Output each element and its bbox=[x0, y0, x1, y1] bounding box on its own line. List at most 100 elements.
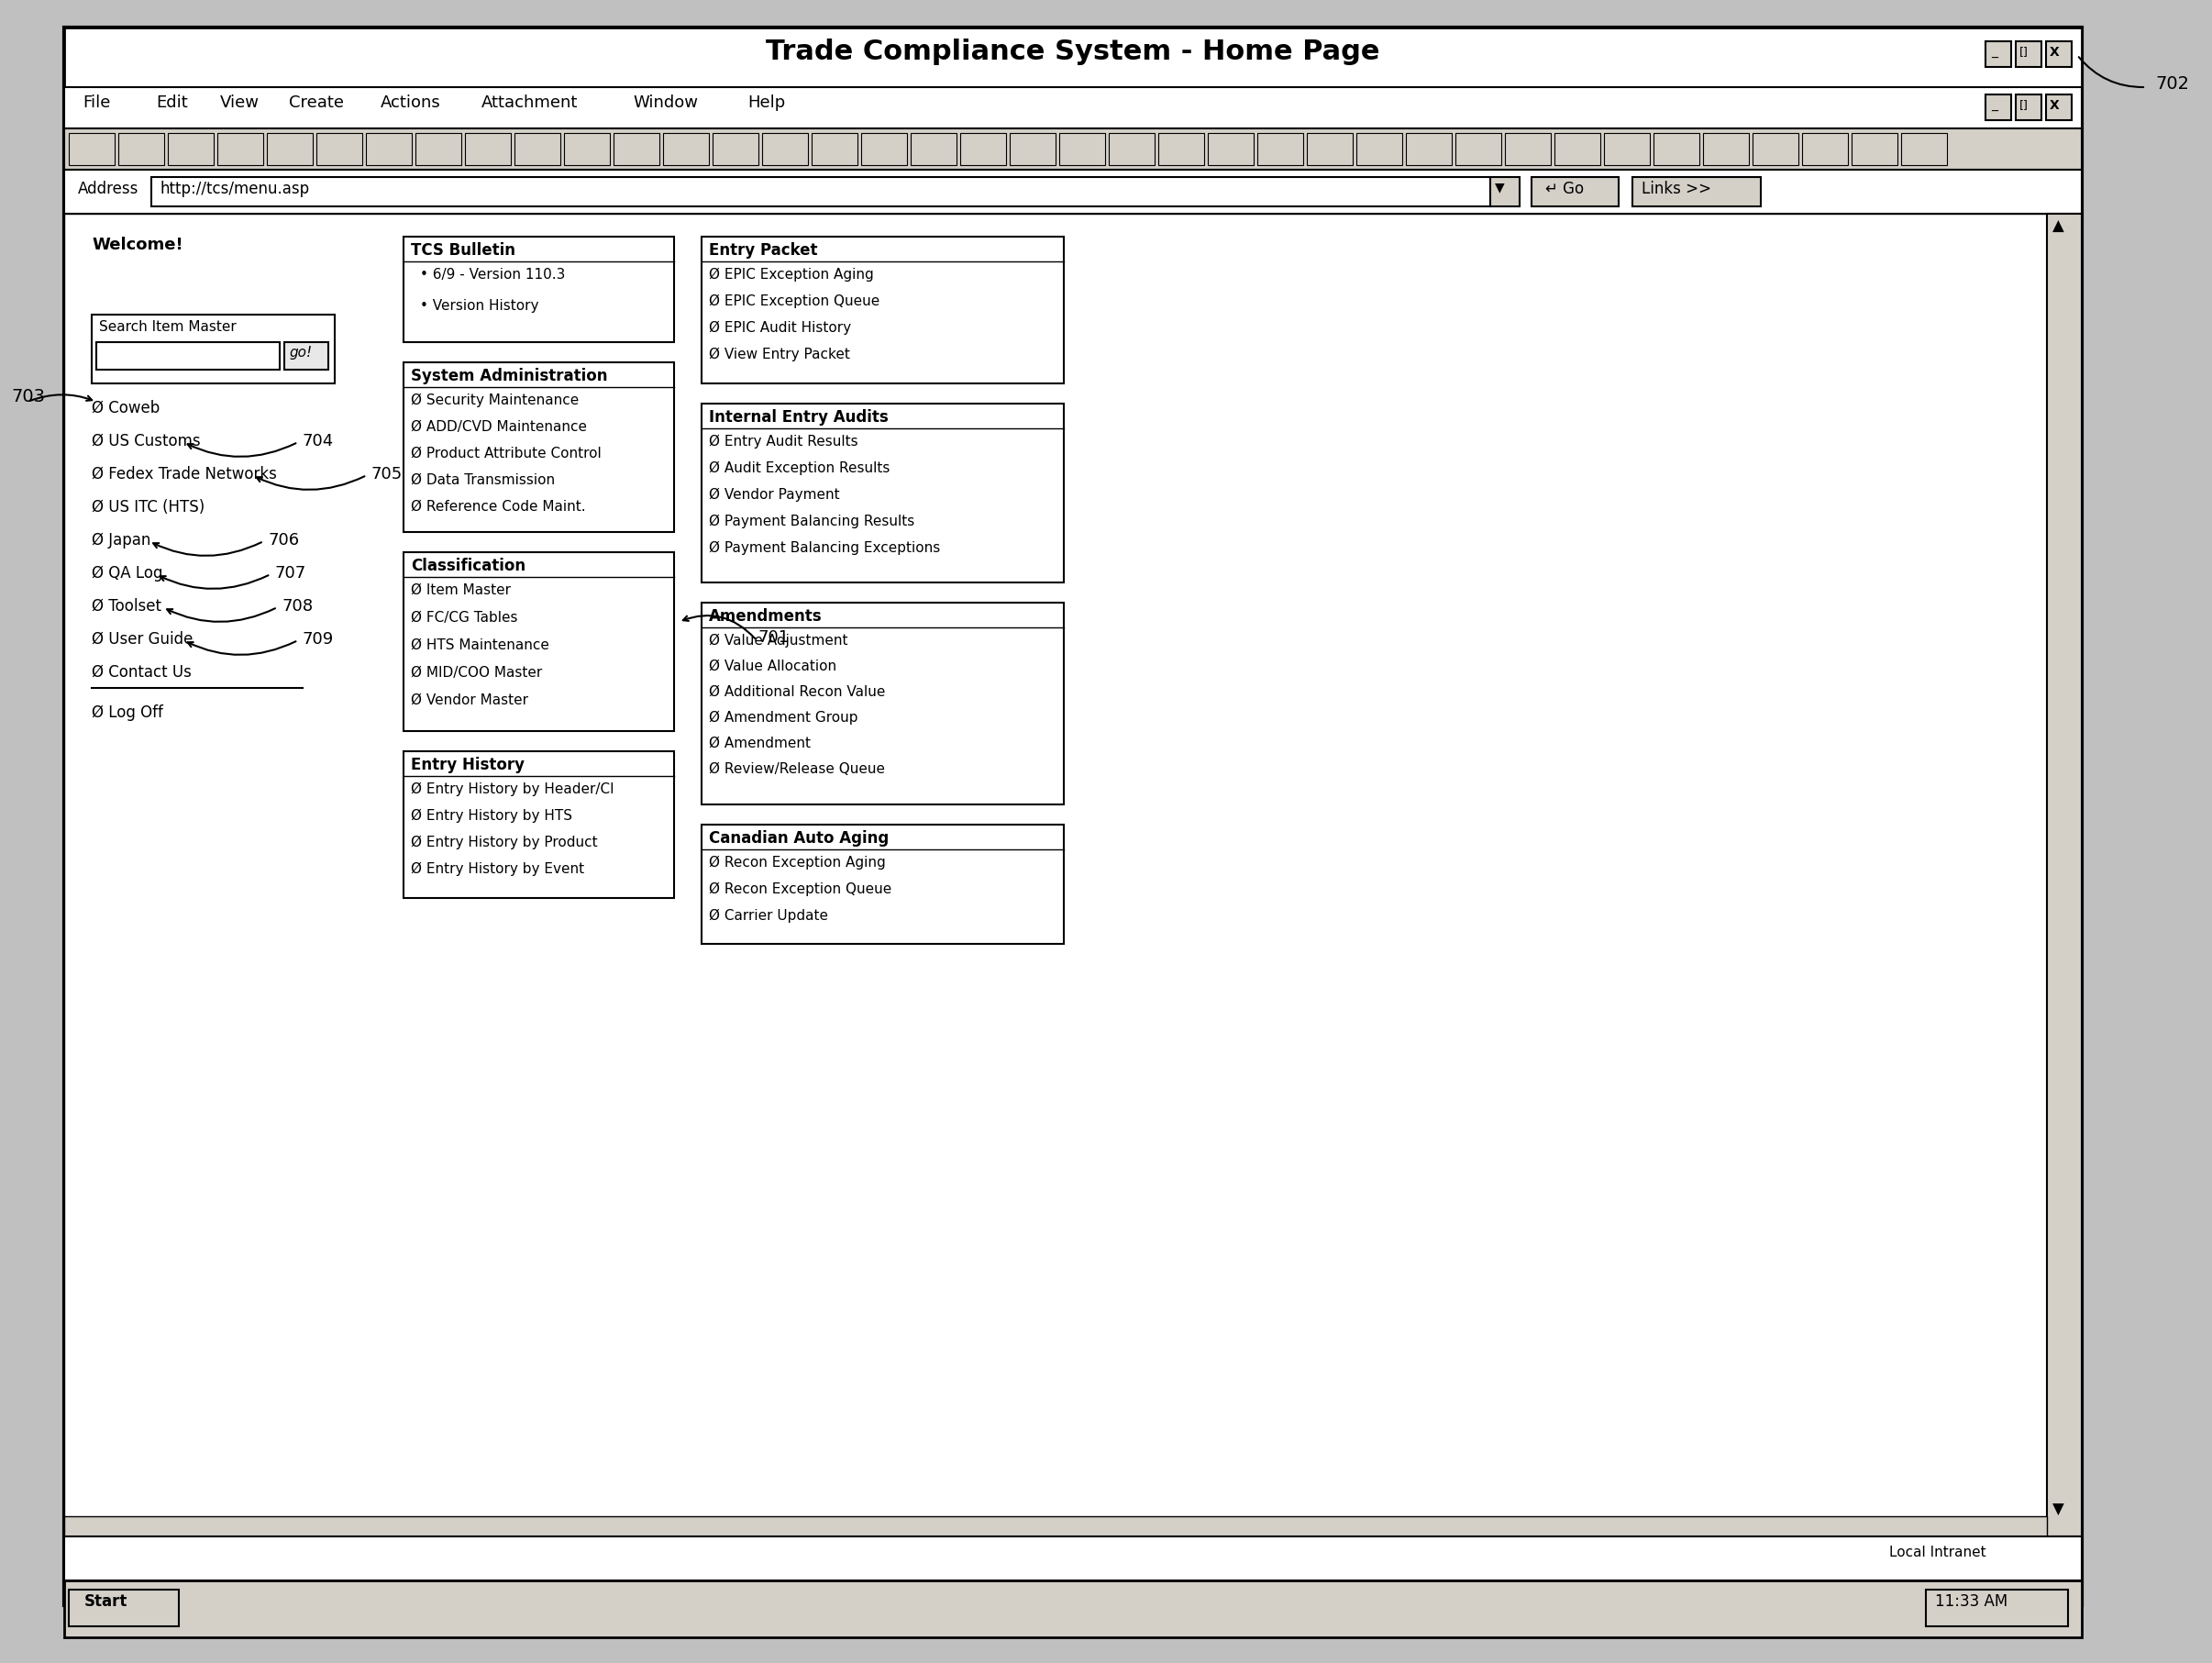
Text: 704: 704 bbox=[303, 432, 334, 449]
Text: Canadian Auto Aging: Canadian Auto Aging bbox=[708, 830, 889, 846]
Text: Ø Coweb: Ø Coweb bbox=[91, 399, 159, 416]
Bar bbox=[2046, 215, 2081, 1537]
Bar bbox=[812, 133, 858, 165]
Text: Ø Japan: Ø Japan bbox=[91, 532, 150, 549]
Text: []: [] bbox=[2020, 100, 2028, 111]
Text: Amendments: Amendments bbox=[708, 609, 823, 625]
Bar bbox=[911, 133, 956, 165]
Text: Ø US ITC (HTS): Ø US ITC (HTS) bbox=[91, 499, 206, 516]
Text: Help: Help bbox=[748, 95, 785, 111]
Text: _: _ bbox=[1991, 47, 1997, 58]
Text: Links >>: Links >> bbox=[1641, 181, 1712, 198]
Bar bbox=[64, 170, 2081, 215]
Bar bbox=[1604, 133, 1650, 165]
Bar bbox=[217, 133, 263, 165]
Text: Ø Reference Code Maint.: Ø Reference Code Maint. bbox=[411, 501, 586, 514]
Text: Entry History: Entry History bbox=[411, 757, 524, 773]
Text: go!: go! bbox=[290, 346, 312, 359]
Bar bbox=[1555, 133, 1599, 165]
Bar bbox=[613, 133, 659, 165]
Text: X: X bbox=[2051, 100, 2059, 111]
Text: Ø Payment Balancing Results: Ø Payment Balancing Results bbox=[708, 514, 914, 529]
Text: Ø EPIC Exception Aging: Ø EPIC Exception Aging bbox=[708, 268, 874, 281]
Text: Ø Vendor Payment: Ø Vendor Payment bbox=[708, 487, 841, 502]
Bar bbox=[1632, 176, 1761, 206]
Bar bbox=[712, 133, 759, 165]
Text: Create: Create bbox=[290, 95, 343, 111]
Bar bbox=[1531, 176, 1619, 206]
Bar bbox=[416, 133, 462, 165]
Bar bbox=[150, 176, 1491, 206]
Text: Trade Compliance System - Home Page: Trade Compliance System - Home Page bbox=[765, 38, 1380, 65]
Text: []: [] bbox=[2020, 47, 2028, 58]
Bar bbox=[2015, 95, 2042, 120]
Text: 708: 708 bbox=[281, 599, 314, 615]
Text: Ø Amendment: Ø Amendment bbox=[708, 737, 812, 750]
Text: Ø Entry History by HTS: Ø Entry History by HTS bbox=[411, 808, 573, 823]
Bar bbox=[1803, 133, 1847, 165]
Text: Ø MID/COO Master: Ø MID/COO Master bbox=[411, 665, 542, 680]
Text: • Version History: • Version History bbox=[420, 299, 540, 313]
Text: View: View bbox=[221, 95, 259, 111]
Bar bbox=[316, 133, 363, 165]
Text: Start: Start bbox=[84, 1593, 128, 1610]
Bar bbox=[403, 236, 675, 343]
Text: Attachment: Attachment bbox=[482, 95, 577, 111]
Bar bbox=[1407, 133, 1451, 165]
Bar bbox=[1504, 133, 1551, 165]
Bar bbox=[64, 128, 2081, 170]
Bar bbox=[1900, 133, 1947, 165]
Text: ▼: ▼ bbox=[1495, 181, 1504, 193]
Text: Ø Additional Recon Value: Ø Additional Recon Value bbox=[708, 685, 885, 698]
Bar bbox=[2046, 42, 2073, 67]
Bar bbox=[1356, 133, 1402, 165]
Text: Edit: Edit bbox=[155, 95, 188, 111]
Text: Ø Security Maintenance: Ø Security Maintenance bbox=[411, 394, 580, 407]
Bar bbox=[285, 343, 327, 369]
Text: http://tcs/menu.asp: http://tcs/menu.asp bbox=[161, 181, 310, 198]
Bar bbox=[1108, 133, 1155, 165]
Text: Ø Entry History by Header/CI: Ø Entry History by Header/CI bbox=[411, 782, 615, 797]
Bar bbox=[960, 133, 1006, 165]
Text: _: _ bbox=[1991, 100, 1997, 111]
Bar bbox=[64, 1537, 2081, 1580]
Text: Ø Contact Us: Ø Contact Us bbox=[91, 664, 192, 680]
Bar bbox=[763, 133, 807, 165]
Text: Ø Product Attribute Control: Ø Product Attribute Control bbox=[411, 447, 602, 461]
Bar bbox=[1655, 133, 1699, 165]
Text: Ø ADD/CVD Maintenance: Ø ADD/CVD Maintenance bbox=[411, 421, 586, 434]
Text: Classification: Classification bbox=[411, 557, 526, 574]
Bar bbox=[2046, 95, 2073, 120]
Text: TCS Bulletin: TCS Bulletin bbox=[411, 243, 515, 259]
Text: Local Intranet: Local Intranet bbox=[1889, 1545, 1986, 1560]
Bar bbox=[1060, 133, 1106, 165]
Bar bbox=[1927, 1590, 2068, 1626]
Text: Ø Entry Audit Results: Ø Entry Audit Results bbox=[708, 434, 858, 449]
Text: Ø Carrier Update: Ø Carrier Update bbox=[708, 910, 827, 923]
Bar bbox=[117, 133, 164, 165]
Text: Ø EPIC Audit History: Ø EPIC Audit History bbox=[708, 321, 852, 334]
Text: Search Item Master: Search Item Master bbox=[100, 319, 237, 334]
Bar bbox=[701, 825, 1064, 945]
Bar bbox=[64, 1580, 2081, 1638]
Text: Ø EPIC Exception Queue: Ø EPIC Exception Queue bbox=[708, 294, 880, 308]
Text: X: X bbox=[2051, 47, 2059, 58]
Text: Ø Review/Release Queue: Ø Review/Release Queue bbox=[708, 762, 885, 777]
Text: 705: 705 bbox=[372, 466, 403, 482]
Text: Ø Payment Balancing Exceptions: Ø Payment Balancing Exceptions bbox=[708, 540, 940, 555]
Bar bbox=[403, 552, 675, 732]
Text: File: File bbox=[82, 95, 111, 111]
Bar bbox=[1307, 133, 1354, 165]
Text: 706: 706 bbox=[268, 532, 299, 549]
Bar bbox=[1703, 133, 1750, 165]
Text: Internal Entry Audits: Internal Entry Audits bbox=[708, 409, 889, 426]
Bar bbox=[403, 752, 675, 898]
Text: Ø FC/CG Tables: Ø FC/CG Tables bbox=[411, 610, 518, 625]
Text: Ø User Guide: Ø User Guide bbox=[91, 630, 192, 647]
Bar bbox=[1159, 133, 1203, 165]
Text: Ø Fedex Trade Networks: Ø Fedex Trade Networks bbox=[91, 466, 276, 482]
Bar bbox=[268, 133, 312, 165]
Bar bbox=[91, 314, 334, 384]
Text: ↵ Go: ↵ Go bbox=[1546, 181, 1584, 198]
Bar bbox=[168, 133, 215, 165]
